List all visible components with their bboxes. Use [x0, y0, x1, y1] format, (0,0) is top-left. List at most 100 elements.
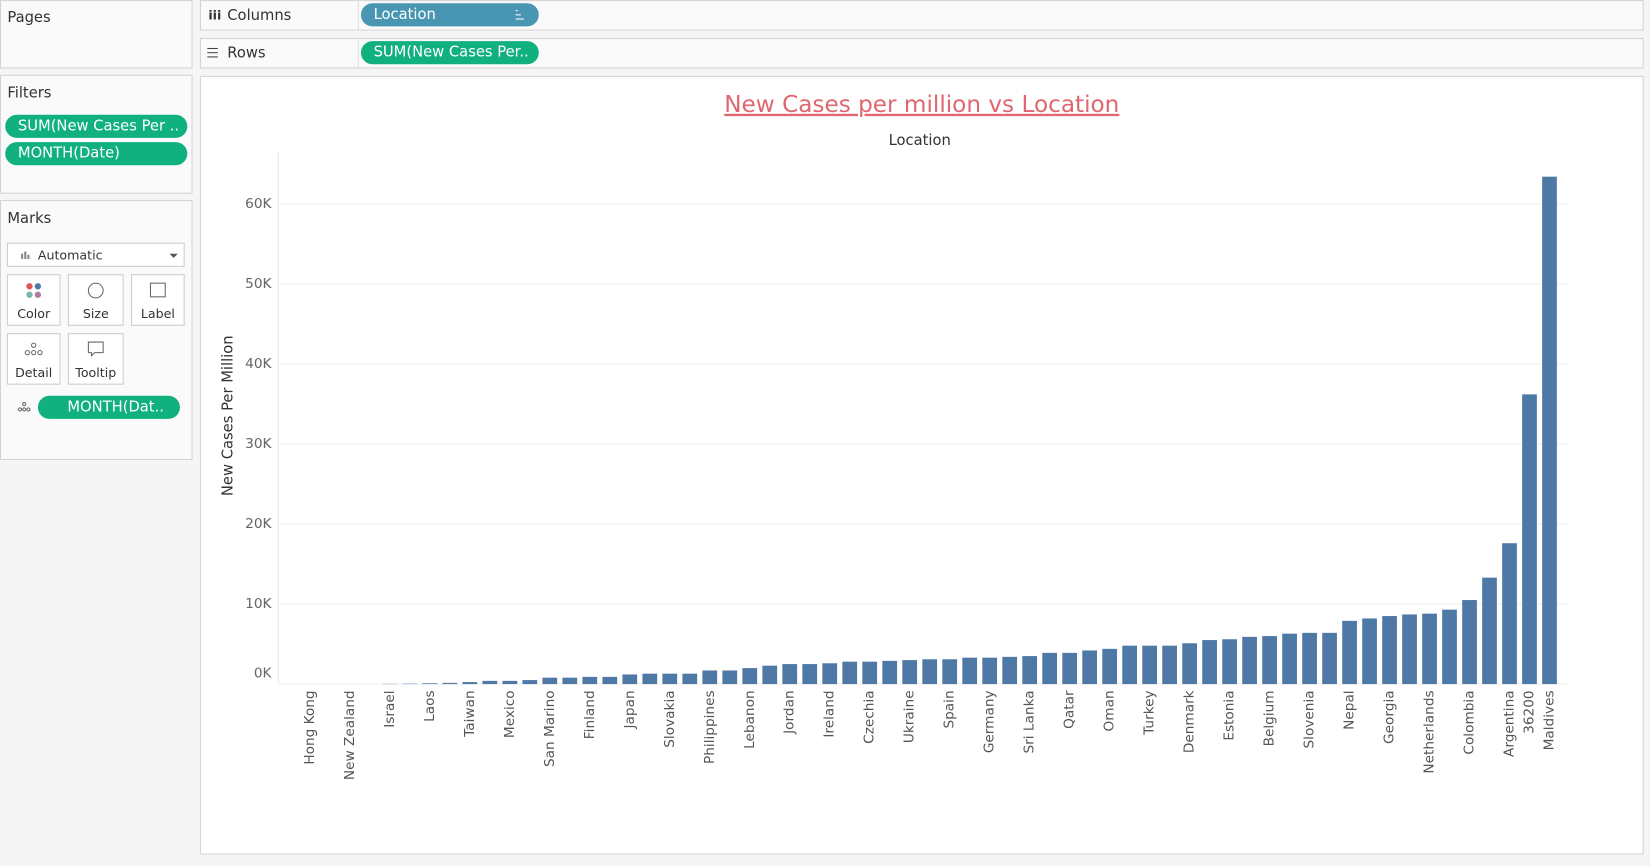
y-tick-label: 40K: [245, 356, 272, 372]
x-tick-label: Philippines: [702, 690, 718, 764]
bar: [1282, 634, 1297, 684]
tooltip-label: Tooltip: [74, 365, 116, 380]
rows-title: Rows: [227, 45, 265, 62]
bar: [602, 677, 617, 684]
y-tick-label: 50K: [245, 276, 272, 292]
x-tick-label: Japan: [622, 690, 638, 729]
columns-icon: iii: [208, 7, 221, 22]
bar: [922, 659, 937, 684]
x-tick-label: New Zealand: [342, 690, 358, 780]
bar: [842, 662, 857, 684]
bar: [1302, 633, 1317, 684]
bar: [1522, 394, 1537, 684]
x-tick-label: Ireland: [822, 690, 838, 737]
bar: [902, 660, 917, 684]
filters-title: Filters: [7, 85, 51, 102]
pages-title: Pages: [7, 9, 50, 26]
bar: [802, 664, 817, 684]
x-tick-label: Israel: [382, 690, 398, 727]
x-tick-label: Qatar: [1062, 690, 1078, 729]
x-tick-label: Colombia: [1462, 690, 1478, 754]
label-label: Label: [141, 306, 175, 321]
bar: [462, 682, 477, 684]
bar: [1502, 543, 1517, 684]
x-axis-title: Location: [889, 132, 951, 149]
x-tick-label: Netherlands: [1422, 690, 1438, 773]
bar: [1422, 614, 1437, 684]
bar: [982, 658, 997, 684]
bar: [1082, 650, 1097, 684]
x-tick-label: Maldives: [1542, 690, 1558, 750]
bar: [482, 681, 497, 684]
bar: [1002, 657, 1017, 684]
bar: [542, 678, 557, 684]
x-tick-label: Slovakia: [662, 690, 678, 747]
bar: [742, 668, 757, 684]
marks-pill-text: MONTH(Dat..: [67, 398, 164, 415]
y-tick-label: 10K: [245, 596, 272, 612]
x-tick-label: Germany: [982, 690, 998, 753]
filter-pill-text: SUM(New Cases Per ..: [18, 117, 179, 134]
bar: [422, 683, 437, 684]
y-tick-label: 30K: [245, 436, 272, 452]
bar: [702, 670, 717, 684]
x-tick-label: Finland: [582, 690, 598, 739]
x-tick-label: Oman: [1102, 690, 1118, 731]
marks-title: Marks: [7, 210, 51, 227]
x-tick-label: Lebanon: [742, 690, 758, 748]
y-axis-title: New Cases Per Million: [219, 335, 236, 496]
bar: [1442, 610, 1457, 684]
bar: [1242, 637, 1257, 684]
bar: [762, 666, 777, 684]
bar: [442, 683, 457, 684]
bar: [1222, 639, 1237, 684]
x-tick-label: 36200: [1522, 690, 1538, 733]
bar: [1182, 643, 1197, 684]
bar: [562, 678, 577, 684]
bar: [722, 670, 737, 684]
x-tick-label: Denmark: [1182, 690, 1198, 753]
bar: [962, 658, 977, 684]
bar: [862, 662, 877, 684]
y-tick-label: 0K: [254, 666, 273, 682]
x-tick-label: Mexico: [502, 690, 518, 738]
x-tick-label: Sri Lanka: [1022, 690, 1038, 753]
rows-pill-text: SUM(New Cases Per..: [374, 44, 529, 61]
bar: [622, 674, 637, 684]
bar: [582, 677, 597, 684]
x-tick-label: Slovenia: [1302, 690, 1318, 748]
bar: [1262, 636, 1277, 684]
bar: [502, 681, 517, 684]
x-tick-label: Ukraine: [902, 690, 918, 743]
x-tick-label: Nepal: [1342, 690, 1358, 729]
bar: [942, 659, 957, 684]
x-tick-label: San Marino: [542, 690, 558, 767]
bar: [1022, 656, 1037, 684]
x-tick-label: Georgia: [1382, 690, 1398, 744]
filter-pill-text: MONTH(Date): [18, 145, 120, 162]
bar: [1362, 618, 1377, 684]
x-tick-label: Spain: [942, 690, 958, 728]
x-tick-label: Jordan: [782, 690, 798, 734]
color-label: Color: [17, 306, 51, 321]
x-tick-label: Belgium: [1262, 690, 1278, 746]
bar: [1202, 640, 1217, 684]
bar: [1122, 646, 1137, 684]
x-tick-label: Czechia: [862, 690, 878, 743]
bar: [1062, 653, 1077, 684]
bar: [1142, 646, 1157, 684]
bar: [682, 674, 697, 684]
size-label: Size: [83, 306, 109, 321]
marks-card: [1, 201, 193, 460]
bar: [1402, 614, 1417, 684]
bar: [1542, 177, 1557, 684]
x-tick-label: Taiwan: [462, 690, 478, 737]
bar: [882, 661, 897, 684]
mark-type: Automatic: [38, 247, 103, 262]
bar: [1342, 621, 1357, 684]
bar: [642, 674, 657, 684]
bar: [782, 664, 797, 684]
bar: [1102, 649, 1117, 684]
bar: [1462, 600, 1477, 684]
